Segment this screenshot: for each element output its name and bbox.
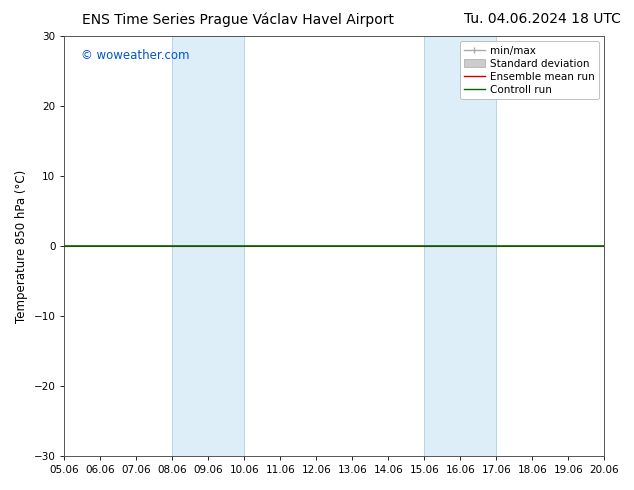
Bar — [424, 36, 496, 456]
Text: Tu. 04.06.2024 18 UTC: Tu. 04.06.2024 18 UTC — [465, 12, 621, 26]
Legend: min/max, Standard deviation, Ensemble mean run, Controll run: min/max, Standard deviation, Ensemble me… — [460, 41, 599, 99]
Text: © woweather.com: © woweather.com — [81, 49, 189, 62]
Y-axis label: Temperature 850 hPa (°C): Temperature 850 hPa (°C) — [15, 170, 28, 323]
Bar — [172, 36, 244, 456]
Text: ENS Time Series Prague Václav Havel Airport: ENS Time Series Prague Václav Havel Airp… — [82, 12, 394, 27]
